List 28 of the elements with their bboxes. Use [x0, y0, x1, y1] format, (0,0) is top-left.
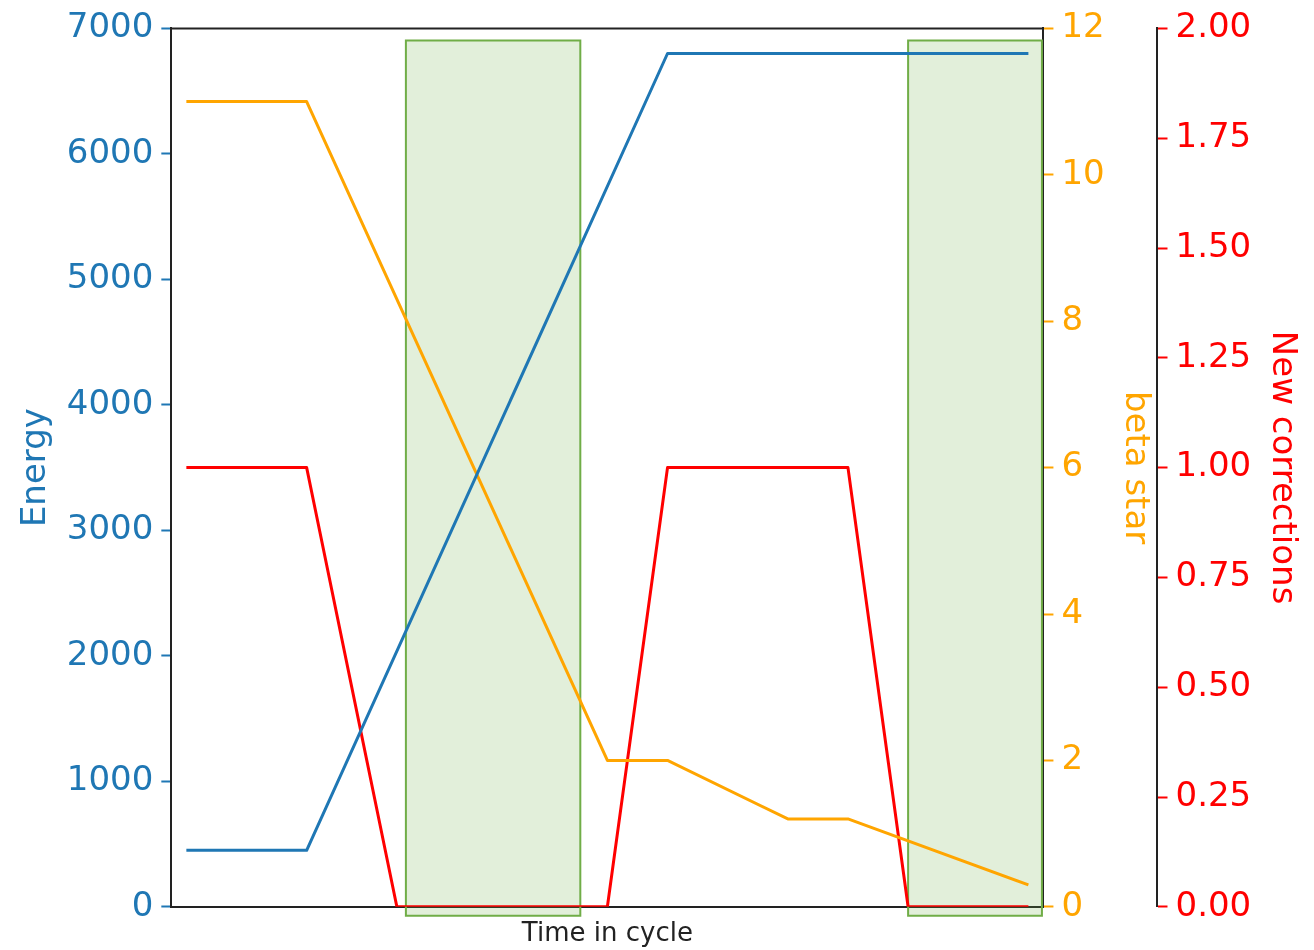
y-tick-label: 0: [131, 883, 154, 924]
y-tick-label: 7000: [66, 5, 154, 46]
y3-tick-label: 0.75: [1175, 554, 1252, 595]
y3-tick-label: 0.50: [1175, 664, 1252, 705]
y3-tick-label: 1.50: [1175, 224, 1252, 265]
y2-tick-label: 2: [1061, 737, 1084, 778]
y-tick-label: 3000: [66, 507, 154, 548]
y-axis-title: Energy: [13, 408, 54, 528]
y3-tick-label: 1.00: [1175, 444, 1252, 485]
y3-axis-title: New corrections: [1264, 330, 1305, 605]
x-axis-title: Time in cycle: [520, 917, 693, 948]
y2-tick-label: 0: [1061, 883, 1084, 924]
y2-tick-label: 4: [1061, 590, 1084, 631]
y2-tick-label: 8: [1061, 298, 1084, 339]
y2-axis-title: beta star: [1118, 390, 1159, 545]
y-tick-label: 1000: [66, 758, 154, 799]
y2-tick-label: 10: [1061, 151, 1105, 192]
y3-tick-label: 1.25: [1175, 334, 1252, 375]
y3-tick-label: 0.00: [1175, 883, 1252, 924]
y-tick-label: 4000: [66, 381, 154, 422]
y-tick-label: 6000: [66, 130, 154, 171]
y3-tick-label: 2.00: [1175, 5, 1252, 46]
y2-tick-label: 12: [1061, 5, 1105, 46]
y-tick-label: 2000: [66, 632, 154, 673]
y2-tick-label: 6: [1061, 444, 1084, 485]
y3-tick-label: 1.75: [1175, 115, 1252, 156]
y3-tick-label: 0.25: [1175, 773, 1252, 814]
y-tick-label: 5000: [66, 256, 154, 297]
